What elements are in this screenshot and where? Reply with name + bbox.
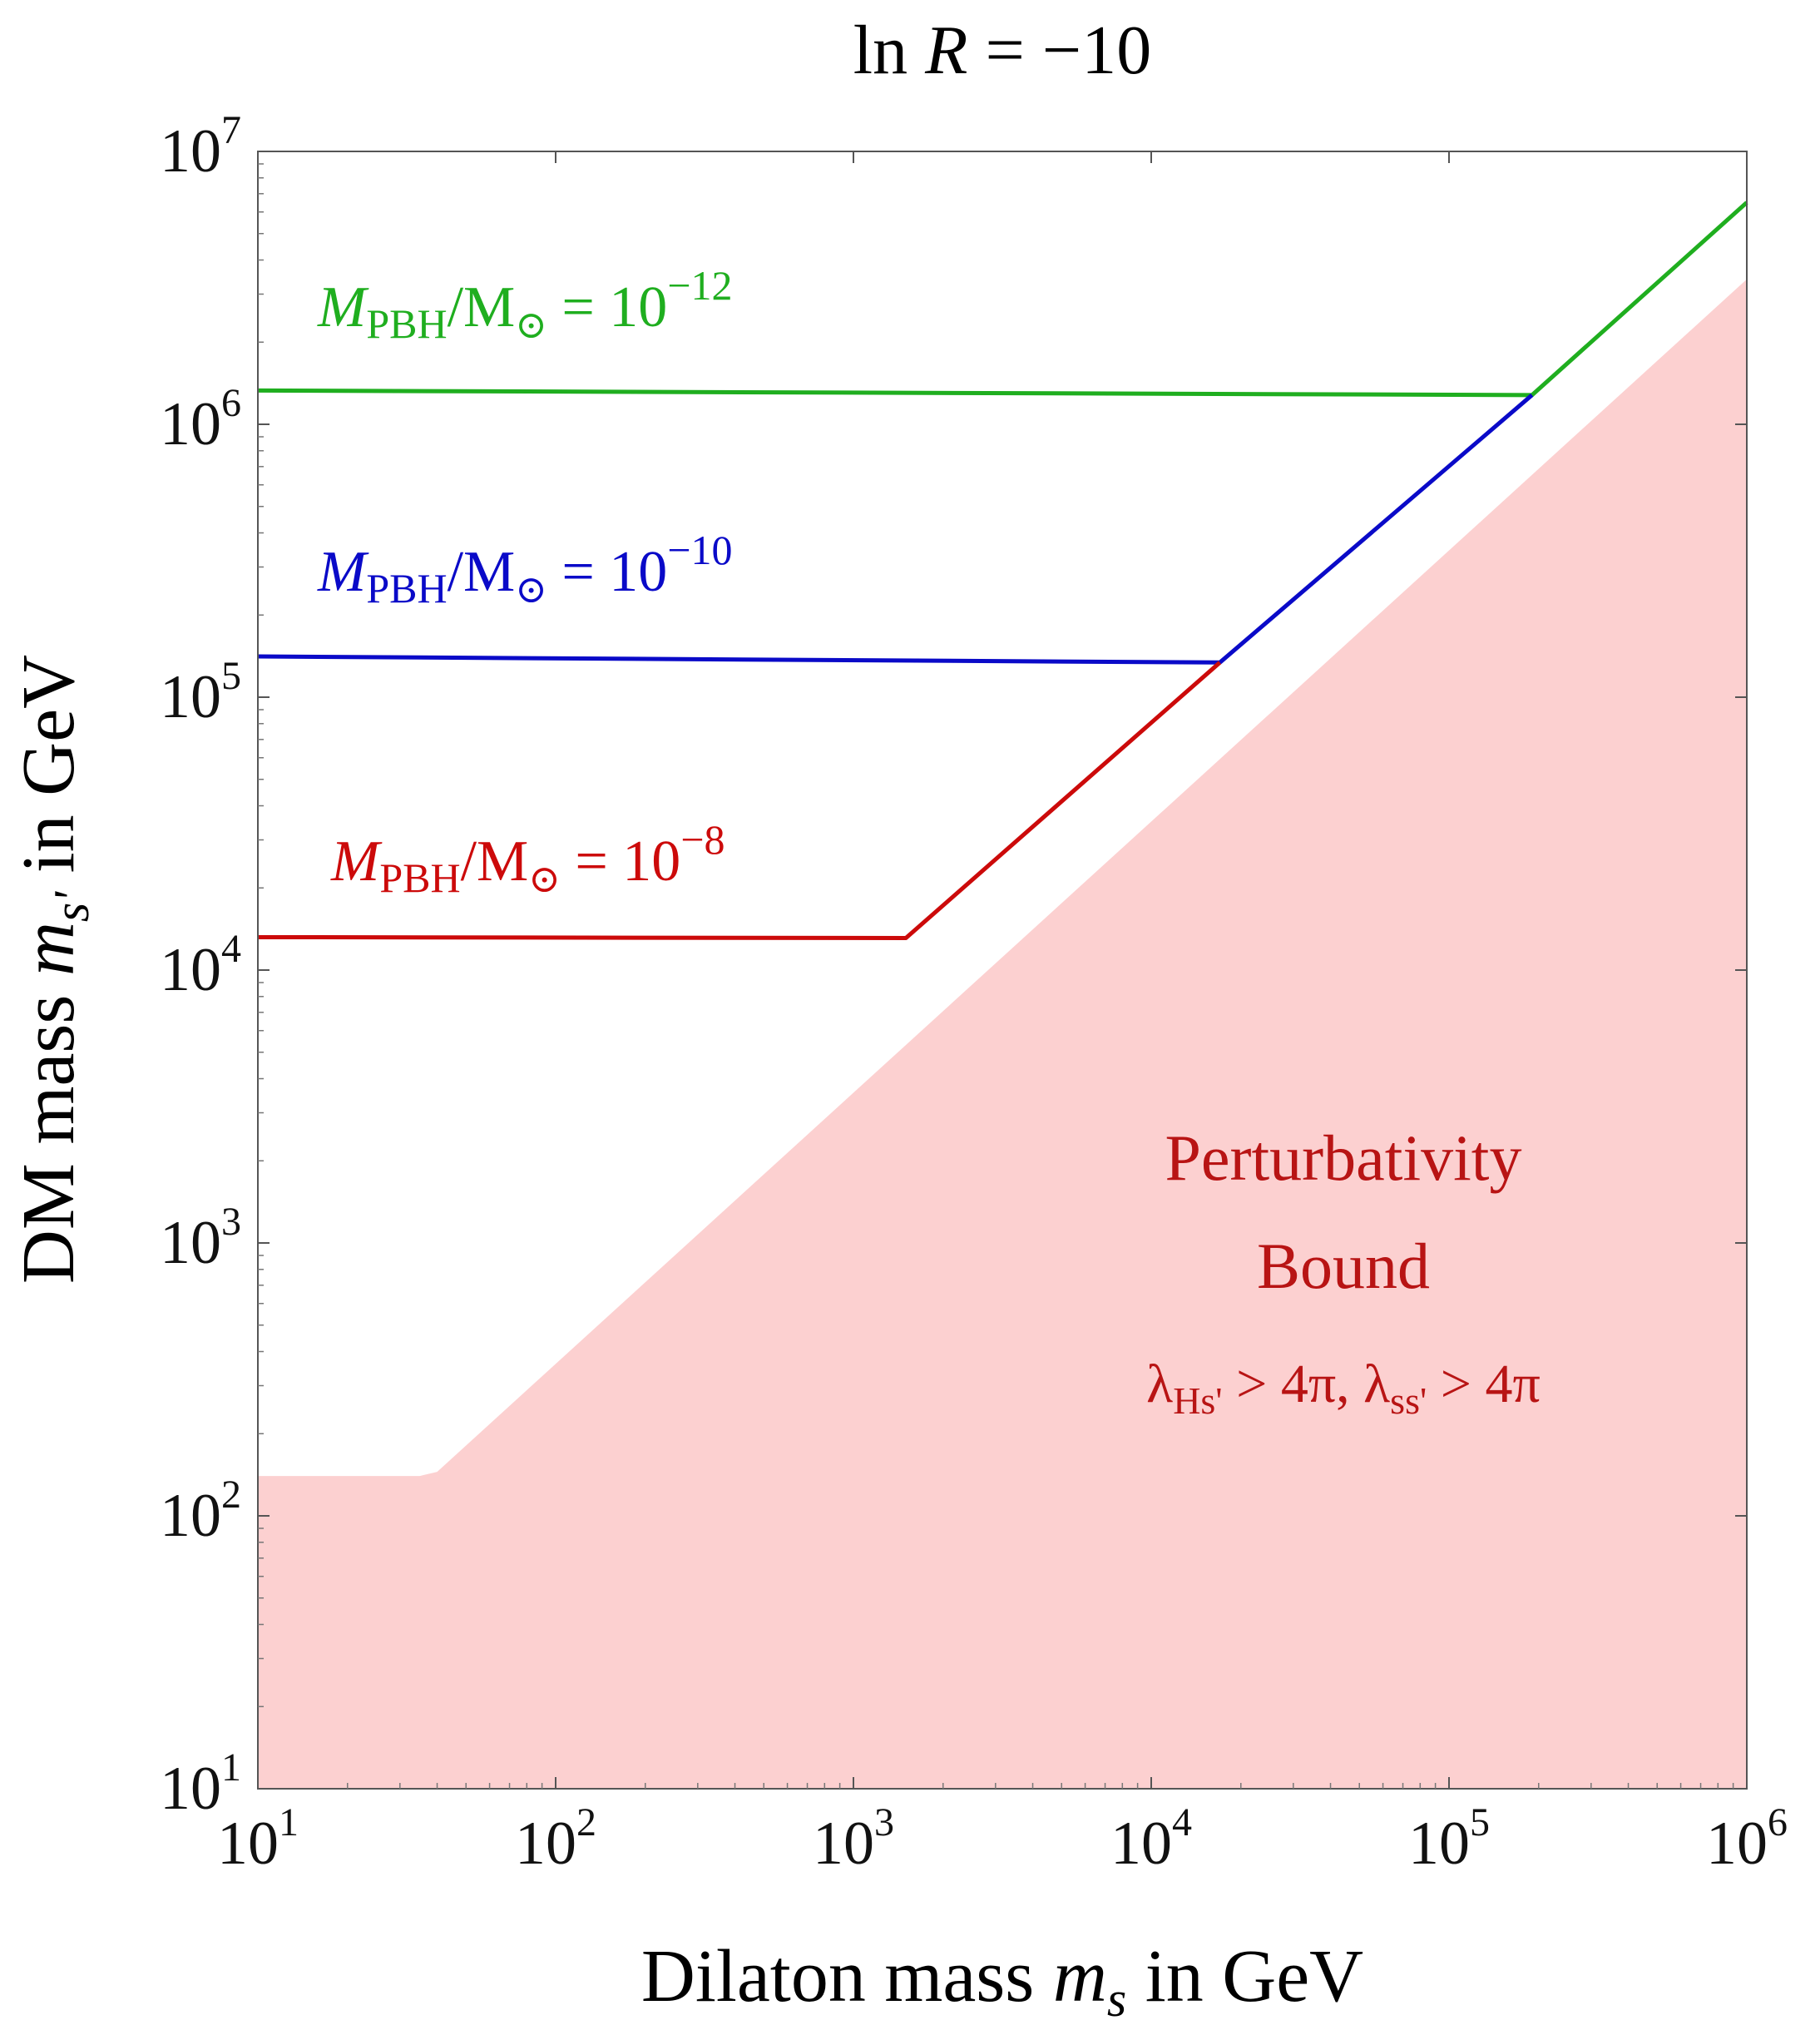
y-tick-exp: 3 xyxy=(221,1200,241,1244)
region-cond-lambda1: λ xyxy=(1146,1354,1173,1414)
title-ln: ln xyxy=(853,12,925,89)
series-label-middle: /M xyxy=(448,275,516,339)
chart-title: ln R = −10 xyxy=(853,12,1151,89)
series-label-m: M xyxy=(330,829,383,894)
series-label-sun: ⊙ xyxy=(515,568,547,611)
y-tick-label: 106 xyxy=(160,381,241,458)
region-cond-lambda2: λ xyxy=(1363,1354,1390,1414)
label-layer: 101 102 103 104 105 106101102103104105106107M… xyxy=(160,108,1788,1878)
x-tick-exp: 5 xyxy=(1470,1800,1490,1844)
xlabel-post: in GeV xyxy=(1126,1935,1363,2018)
x-tick-label: 101 xyxy=(217,1800,299,1878)
region-cond-sub2: ss' xyxy=(1390,1379,1427,1422)
region-cond-sub1: Hs' xyxy=(1173,1379,1222,1422)
xlabel-sub: s xyxy=(1107,1972,1126,2027)
series-line-2 xyxy=(257,661,1222,941)
y-tick-exp: 5 xyxy=(221,654,241,698)
series-label-2: MPBH/M⊙ = 10−8 xyxy=(330,816,725,901)
x-tick-label: 103 xyxy=(813,1800,894,1878)
region-label-line2: Bound xyxy=(1257,1230,1430,1302)
series-label-exp: −10 xyxy=(667,527,732,573)
x-tick-base: 10 xyxy=(1408,1810,1470,1878)
y-tick-label: 105 xyxy=(160,654,241,731)
series-label-sun: ⊙ xyxy=(528,858,561,900)
xlabel-pre: Dilaton mass xyxy=(641,1935,1053,2018)
y-tick-exp: 4 xyxy=(221,927,241,971)
y-tick-base: 10 xyxy=(160,390,221,458)
y-tick-base: 10 xyxy=(160,663,221,731)
x-tick-exp: 6 xyxy=(1768,1800,1788,1844)
x-tick-exp: 1 xyxy=(279,1800,299,1844)
y-tick-base: 10 xyxy=(160,1482,221,1550)
xlabel-var: m xyxy=(1053,1935,1107,2018)
series-label-sun: ⊙ xyxy=(515,304,547,346)
series-label-0: MPBH/M⊙ = 10−12 xyxy=(317,262,733,347)
series-label-sub: PBH xyxy=(366,565,447,611)
perturbativity-region-0 xyxy=(258,279,1747,1789)
y-tick-label: 101 xyxy=(160,1745,241,1823)
series-label-eq: = 10 xyxy=(561,829,680,894)
y-tick-base: 10 xyxy=(160,936,221,1004)
ylabel-post: in GeV xyxy=(7,655,90,892)
y-tick-label: 103 xyxy=(160,1200,241,1277)
x-tick-label: 105 xyxy=(1408,1800,1490,1878)
region-label-line1: Perturbativity xyxy=(1165,1121,1522,1194)
x-tick-label: 106 xyxy=(1706,1800,1788,1878)
x-axis-title: Dilaton mass ms in GeV xyxy=(641,1935,1363,2027)
x-tick-base: 10 xyxy=(1110,1810,1172,1878)
region-cond-gt1: > 4π, xyxy=(1223,1354,1364,1414)
series-label-sub: PBH xyxy=(366,300,447,347)
y-tick-base: 10 xyxy=(160,117,221,186)
y-tick-label: 102 xyxy=(160,1473,241,1550)
y-tick-label: 104 xyxy=(160,927,241,1004)
x-tick-base: 10 xyxy=(813,1810,874,1878)
region-cond-gt2: > 4π xyxy=(1427,1354,1541,1414)
region-condition: λHs' > 4π, λss' > 4π xyxy=(1146,1354,1541,1422)
y-tick-exp: 1 xyxy=(221,1745,241,1790)
y-tick-base: 10 xyxy=(160,1755,221,1823)
title-eq: = −10 xyxy=(967,12,1151,89)
x-tick-base: 10 xyxy=(1706,1810,1768,1878)
y-tick-base: 10 xyxy=(160,1209,221,1277)
ylabel-pre: DM mass xyxy=(7,976,90,1284)
y-tick-label: 107 xyxy=(160,108,241,186)
x-tick-label: 102 xyxy=(515,1800,596,1878)
series-label-eq: = 10 xyxy=(547,275,667,339)
y-tick-exp: 7 xyxy=(221,108,241,152)
y-tick-exp: 6 xyxy=(221,381,241,425)
y-tick-exp: 2 xyxy=(221,1473,241,1517)
x-tick-exp: 3 xyxy=(874,1800,894,1844)
x-tick-base: 10 xyxy=(515,1810,576,1878)
series-label-sub: PBH xyxy=(379,854,460,901)
series-label-middle: /M xyxy=(461,829,529,894)
ylabel-sub: s' xyxy=(44,891,99,922)
series-label-exp: −8 xyxy=(680,816,725,863)
series-layer xyxy=(257,201,1748,941)
y-axis-title: DM mass ms' in GeV xyxy=(7,655,99,1284)
x-tick-label: 104 xyxy=(1110,1800,1192,1878)
series-label-eq: = 10 xyxy=(547,540,667,604)
region-layer xyxy=(258,279,1747,1789)
ylabel-var: m xyxy=(7,922,90,976)
series-label-middle: /M xyxy=(448,540,516,604)
title-r: R xyxy=(924,12,967,89)
series-label-exp: −12 xyxy=(667,262,732,309)
series-label-1: MPBH/M⊙ = 10−10 xyxy=(317,527,733,611)
x-tick-base: 10 xyxy=(217,1810,279,1878)
x-tick-exp: 4 xyxy=(1172,1800,1192,1844)
series-line-1 xyxy=(257,393,1534,665)
series-label-m: M xyxy=(317,275,369,339)
series-label-m: M xyxy=(317,540,369,604)
tick-layer xyxy=(257,151,1748,1790)
x-tick-exp: 2 xyxy=(576,1800,596,1844)
